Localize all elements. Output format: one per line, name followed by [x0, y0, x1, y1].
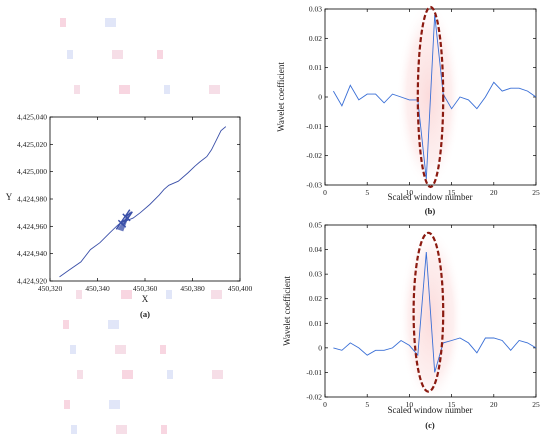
- x-tick-label: 10: [406, 400, 414, 409]
- scan-mark: [108, 320, 119, 329]
- y-tick-label: 4,425,040: [17, 113, 47, 122]
- scan-mark: [122, 370, 133, 379]
- y-tick-label: -0.02: [306, 393, 322, 402]
- panel-c-x-label: Scaled window number: [388, 405, 473, 415]
- y-tick-label: 4,424,940: [17, 249, 47, 258]
- x-tick-label: 15: [448, 188, 456, 197]
- panel-c-ticks: [324, 224, 537, 398]
- panel-c-series-line: [333, 251, 537, 373]
- y-tick-label: 0.03: [309, 5, 322, 14]
- scan-mark: [166, 290, 172, 299]
- x-tick-label: 20: [490, 400, 498, 409]
- y-tick-label: 4,424,980: [17, 195, 47, 204]
- y-tick-label: 4,424,960: [17, 222, 47, 231]
- scan-mark: [77, 370, 83, 379]
- panel-b-y-label: Wavelet coefficient: [276, 62, 286, 132]
- scan-mark: [63, 320, 69, 329]
- scan-mark: [115, 345, 126, 354]
- x-tick-label: 10: [406, 188, 414, 197]
- panel-a-plot-area: [49, 116, 241, 282]
- x-tick-label: 450,400: [228, 284, 253, 293]
- y-tick-label: -0.01: [306, 122, 322, 131]
- scan-mark: [212, 370, 223, 379]
- panel-c-y-label: Wavelet coefficient: [282, 276, 292, 346]
- scan-mark: [167, 370, 173, 379]
- panel-a-x-label: X: [142, 294, 149, 304]
- scan-mark: [164, 85, 170, 94]
- y-tick-label: 4,425,020: [17, 140, 47, 149]
- scan-mark: [74, 85, 80, 94]
- scan-mark: [67, 50, 73, 59]
- scan-mark: [112, 50, 123, 59]
- cluster-fill: [117, 210, 131, 232]
- y-tick-label: 0.01: [309, 63, 322, 72]
- y-tick-label: 0: [318, 343, 322, 352]
- y-tick-label: 4,425,000: [17, 167, 47, 176]
- x-tick-label: 25: [532, 400, 540, 409]
- panel-b-y-tick-labels: -0.03 -0.02 -0.01 0 0.01 0.02 0.03: [306, 5, 322, 190]
- y-tick-label: 0: [318, 93, 322, 102]
- panel-b-x-tick-labels: 0 5 10 15 20 25: [323, 188, 540, 197]
- scan-mark: [121, 290, 132, 299]
- y-tick-label: -0.01: [306, 368, 322, 377]
- panel-c-y-tick-labels: -0.02 -0.01 0 0.01 0.02 0.03 0.04 0.05: [306, 221, 322, 402]
- panel-a-ticks: [49, 116, 241, 282]
- y-tick-label: 0.03: [309, 270, 322, 279]
- scan-mark: [160, 345, 166, 354]
- panel-c-highlight-ellipse: [412, 231, 445, 393]
- scan-mark: [60, 18, 66, 27]
- scan-mark: [211, 290, 222, 299]
- panel-a-x-tick-labels: 450,320 450,340 450,360 450,380 450,400: [38, 284, 253, 293]
- y-tick-label: 4,424,920: [17, 277, 47, 286]
- scan-mark: [109, 400, 120, 409]
- scan-mark: [209, 85, 220, 94]
- scan-mark: [157, 50, 163, 59]
- scan-mark: [71, 425, 77, 434]
- panel-b-highlight-ellipse: [416, 5, 445, 189]
- y-tick-label: 0.04: [309, 245, 322, 254]
- y-tick-label: 0.02: [309, 34, 322, 43]
- scan-mark: [105, 18, 116, 27]
- panel-b-chart: 0 5 10 15 20 25 -0.03-0.02-0.0100.010.020.03 …: [276, 2, 540, 216]
- scan-mark: [70, 345, 76, 354]
- panel-a-map: 450,320 450,340 450,360 450,380 450,400 4,42…: [6, 113, 253, 320]
- panel-b-ticks: [324, 8, 537, 186]
- panel-c-x-tick-labels: 0 5 10 15 20 25: [323, 400, 540, 409]
- scan-mark: [64, 400, 70, 409]
- scan-mark: [76, 290, 82, 299]
- x-tick-label: 5: [365, 188, 369, 197]
- panel-a-cluster: [115, 209, 133, 232]
- y-tick-label: 0.01: [309, 319, 322, 328]
- panel-b-ellipse-glow: [397, 2, 461, 190]
- panel-c-plot-area: [324, 224, 537, 398]
- panel-b-panel-label: (b): [425, 206, 436, 216]
- panel-b-x-label: Scaled window number: [388, 192, 473, 202]
- y-tick-label: 0.05: [309, 221, 322, 230]
- panel-c-panel-label: (c): [425, 420, 435, 430]
- panel-a-y-label: Y: [6, 192, 13, 202]
- scan-mark: [119, 85, 130, 94]
- panel-a-panel-label: (a): [140, 309, 150, 319]
- panel-a-y-tick-labels: 4,424,920 4,424,940 4,424,960 4,424,980 4,42…: [17, 113, 47, 286]
- panel-a-track-line: [59, 126, 227, 278]
- y-tick-label: -0.03: [306, 181, 322, 190]
- x-tick-label: 450,360: [133, 284, 158, 293]
- y-tick-label: 0.02: [309, 294, 322, 303]
- y-tick-label: -0.02: [306, 151, 322, 160]
- x-tick-label: 25: [532, 188, 540, 197]
- scan-mark: [116, 425, 127, 434]
- x-tick-label: 450,380: [180, 284, 205, 293]
- x-tick-label: 0: [323, 400, 327, 409]
- x-tick-label: 20: [490, 188, 498, 197]
- x-tick-label: 0: [323, 188, 327, 197]
- panel-c-chart: 0 5 10 15 20 25 -0.02 -0.01 0 0.01 0.02 0.03 0.04 0.…: [282, 221, 540, 431]
- x-tick-label: 15: [448, 400, 456, 409]
- x-tick-label: 450,320: [38, 284, 63, 293]
- x-tick-label: 450,340: [85, 284, 110, 293]
- scan-mark: [161, 425, 167, 434]
- x-tick-label: 5: [365, 400, 369, 409]
